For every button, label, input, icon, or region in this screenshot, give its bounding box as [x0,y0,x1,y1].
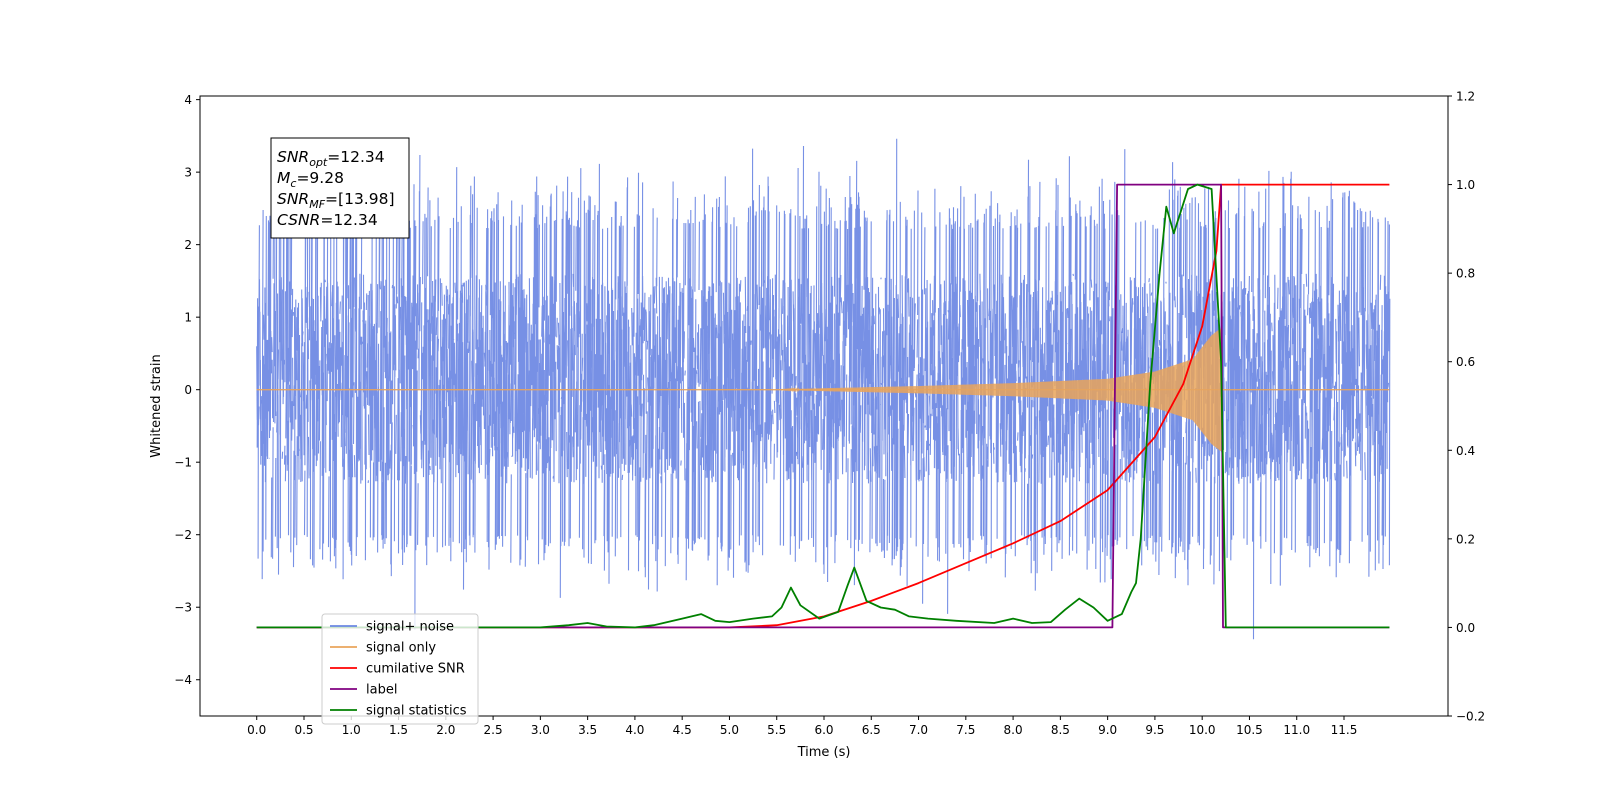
x-tick-label: 2.0 [436,723,455,737]
y-left-tick-label: 3 [184,166,192,180]
x-tick-label: 6.0 [814,723,833,737]
x-tick-label: 11.0 [1283,723,1310,737]
annotation-var: SNR [277,190,309,208]
x-tick-label: 3.0 [531,723,550,737]
annotation-subscript: opt [309,156,328,169]
annotation-subscript: MF [309,198,325,211]
x-tick-label: 4.5 [673,723,692,737]
y-left-tick-label: −2 [174,528,192,542]
x-tick-label: 4.0 [625,723,644,737]
x-tick-label: 10.5 [1236,723,1263,737]
y-axis-title: Whitened strain [149,354,164,457]
x-tick-label: 6.5 [862,723,881,737]
annotation-subscript: c [290,177,296,190]
line-trace [256,183,1390,629]
x-tick-label: 9.5 [1145,723,1164,737]
legend-label: signal+ noise [366,620,454,635]
y-left-tick-label: 4 [184,93,192,107]
legend: signal+ noise signal only cumilative SNR la… [321,613,479,725]
annotation-frame [270,137,410,239]
x-tick-label: 11.5 [1331,723,1358,737]
x-tick-label: 8.0 [1004,723,1023,737]
x-tick-label: 3.5 [578,723,597,737]
y-left-tick-label: 2 [184,238,192,252]
annotation-var: CSNR [277,211,320,229]
x-tick-label: 10.0 [1189,723,1216,737]
y-right-tick-label: 0.0 [1456,621,1475,635]
x-tick-label: 8.5 [1051,723,1070,737]
y-right-tick-label: −0.2 [1456,710,1485,724]
x-tick-label: 0.0 [247,723,266,737]
series-layer [256,138,1391,640]
y-left-tick-label: 1 [184,311,192,325]
y-right-tick-label: 1.0 [1456,178,1475,192]
y-axis-left: 4 3 2 1 0 −1 −2 −3 −4 [174,93,200,687]
line-trace [256,183,1390,629]
legend-frame [321,613,479,725]
y-right-tick-label: 0.4 [1456,444,1475,458]
x-tick-label: 9.0 [1098,723,1117,737]
x-tick-label: 7.0 [909,723,928,737]
x-tick-label: 5.5 [767,723,786,737]
x-tick-label: 2.5 [484,723,503,737]
x-tick-label: 0.5 [294,723,313,737]
x-tick-label: 5.0 [720,723,739,737]
annotation-var: M [277,169,290,187]
legend-label: signal statistics [366,704,467,719]
legend-label: cumilative SNR [366,662,465,677]
y-right-tick-label: 0.6 [1456,355,1475,369]
series-signal-noise [256,138,1391,640]
series-signal-statistics [256,183,1390,629]
y-right-tick-label: 0.8 [1456,267,1475,281]
annotation-value: =12.34 [320,211,377,229]
annotation-value: =[13.98] [325,190,394,208]
x-axis: 0.0 0.5 1.0 1.5 2.0 2.5 3.0 3.5 4.0 4.5 5.0 5.5 6.0 6… [247,716,1357,737]
y-left-tick-label: −3 [174,601,192,615]
annotation-line: SNRMF=[13.98] [277,190,395,211]
legend-label: signal only [366,641,436,656]
annotation-line: SNRopt=12.34 [277,148,385,169]
y-left-tick-label: 0 [184,383,192,397]
annotation-line: Mc=9.28 [277,169,344,190]
annotation-line: CSNR=12.34 [277,211,378,229]
y-right-tick-label: 1.2 [1456,90,1475,104]
snr-annotation-box: SNRopt=12.34Mc=9.28SNRMF=[13.98]CSNR=12.… [270,137,410,239]
annotation-value: =9.28 [296,169,344,187]
noise-trace [256,138,1391,640]
series-signal-only [256,328,1390,452]
x-tick-label: 7.5 [956,723,975,737]
legend-label: label [366,683,397,698]
y-axis-right: 1.2 1.0 0.8 0.6 0.4 0.2 0.0 −0.2 [1448,90,1485,724]
annotation-var: SNR [277,148,309,166]
y-left-tick-label: −4 [174,673,192,687]
y-right-tick-label: 0.2 [1456,532,1475,546]
annotation-value: =12.34 [327,148,384,166]
x-axis-title: Time (s) [797,745,851,760]
series-cumilative-snr [256,183,1390,629]
x-tick-label: 1.5 [389,723,408,737]
x-tick-label: 1.0 [342,723,361,737]
y-left-tick-label: −1 [174,456,192,470]
